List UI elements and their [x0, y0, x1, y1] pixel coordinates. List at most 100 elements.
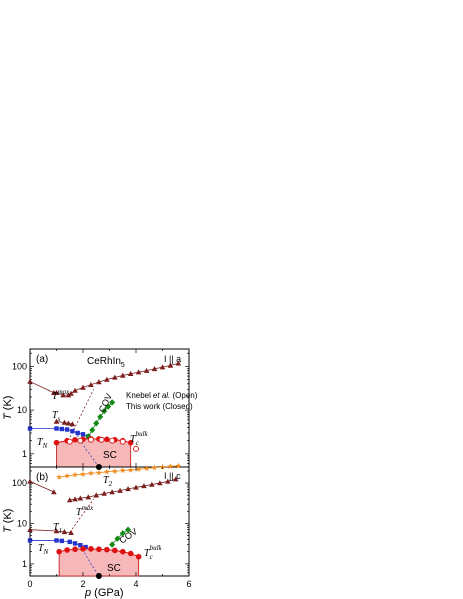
point-tmax-a	[135, 369, 142, 375]
panel-a-tc-label: Tbulk c	[130, 430, 149, 447]
point-tmax-a	[80, 384, 86, 390]
point-tmax-b	[93, 492, 100, 498]
panel-b: 1 10 100 0 2 4 6 (b) I || c T2 Tmax T1 TN Tbul…	[12, 462, 192, 589]
point-tc-b	[127, 550, 134, 557]
point-tn-a	[54, 426, 59, 431]
point-tmax_low-a	[51, 389, 57, 395]
point-tmax-a	[119, 372, 126, 378]
point-t2-b	[64, 472, 71, 479]
point-t1-b	[68, 529, 74, 535]
point-tmax-a	[88, 381, 94, 388]
panel-a-compound: CeRhIn5	[87, 356, 125, 369]
point-tmax-b	[72, 496, 78, 502]
point-t2-b	[79, 471, 87, 477]
point-cov-a	[97, 413, 104, 421]
y-tick-label-a: 10	[17, 405, 27, 415]
panel-b-plot-area: 1 10 100 0 2 4 6	[12, 462, 192, 589]
point-t2-b	[72, 471, 79, 478]
point-cov-a	[105, 403, 112, 410]
panel-b-tn-label: TN	[38, 543, 49, 556]
panel-a-label: (a)	[36, 354, 48, 365]
point-tmax-b	[101, 490, 107, 496]
point-tmax_low-a	[27, 378, 33, 384]
point-tc_open-a	[109, 437, 116, 444]
panel-a-ts-label: Ts	[52, 410, 61, 423]
point-tmax-b	[125, 486, 131, 492]
panel-a-legend-line1: Knebel et al. (Open)	[126, 391, 198, 400]
y-tick-label-b: 1	[22, 559, 27, 569]
x-tick-label: 4	[133, 579, 138, 589]
point-tc_open-a	[66, 438, 73, 445]
y-tick-label-b: 10	[17, 518, 27, 528]
point-t2-b	[87, 470, 94, 476]
point-t2-b	[111, 468, 118, 474]
point-tc-b	[56, 548, 62, 555]
point-tc_open-a	[77, 437, 84, 444]
point-tn-a	[64, 427, 70, 432]
point-ts-a	[69, 421, 76, 427]
point-tc_open-a	[119, 438, 126, 445]
point-tmax-a	[68, 390, 74, 396]
point-tmax-a	[96, 379, 102, 385]
panel-a: 1 10 100 (a) CeRhIn5 I || a Knebel et al. (…	[12, 348, 198, 470]
point-tc-b	[80, 546, 86, 552]
point-t1-b	[61, 529, 68, 535]
point-t2-b	[127, 466, 134, 473]
point-tc-a	[104, 436, 110, 443]
point-t2-b	[56, 473, 63, 480]
point-t2-b	[119, 467, 126, 474]
point-tc-b	[119, 548, 126, 555]
point-tmax-a	[60, 392, 66, 398]
x-tick-label: 0	[27, 579, 32, 589]
point-tn-a	[80, 432, 86, 437]
point-tn-b	[83, 544, 88, 550]
point-cov-a	[109, 399, 116, 406]
point-t2-b	[175, 462, 182, 469]
point-tmax-a	[151, 366, 158, 372]
series-line-ts-a	[56, 421, 73, 425]
point-t2-b	[103, 468, 110, 475]
point-tn-b	[78, 542, 83, 548]
x-tick-label: 6	[186, 579, 191, 589]
point-cov-b	[114, 535, 121, 542]
point-t2-b	[95, 469, 102, 476]
point-tmax-a	[159, 364, 166, 370]
point-t1-b	[53, 528, 60, 534]
x-axis-title: p (GPa)	[84, 587, 124, 599]
panel-b-tc-label: Tbulk c	[144, 544, 163, 561]
panel-a-legend-line2: This work (Closed)	[126, 402, 193, 411]
point-t2-b	[159, 463, 166, 470]
panel-a-plot-area: 1 10 100	[12, 349, 190, 470]
panel-a-tn-label: TN	[37, 437, 48, 450]
point-tmax_low-b	[51, 489, 57, 495]
point-tn-b	[27, 538, 33, 543]
point-tc-a	[72, 436, 78, 443]
point-cov-b	[125, 526, 132, 533]
point-tmax-a	[65, 392, 72, 398]
point-tc-a	[53, 439, 60, 446]
point-tmax_low-b	[27, 478, 33, 484]
qcp-point-b	[95, 573, 102, 579]
point-tmax-b	[141, 483, 147, 489]
point-tmax-b	[133, 484, 139, 490]
guide-line-b-1	[80, 545, 100, 577]
point-cov-b	[109, 541, 116, 548]
y-tick-label-a: 1	[22, 449, 27, 459]
point-tc_open-a	[87, 436, 94, 443]
point-cov-a	[101, 407, 108, 415]
panel-b-orientation: I || c	[164, 471, 181, 481]
panel-a-sc-label: SC	[103, 450, 117, 461]
panel-a-orientation: I || a	[164, 354, 181, 364]
panel-b-label: (b)	[36, 472, 48, 483]
point-tc-b	[88, 546, 94, 552]
guide-line-b-0	[69, 498, 94, 533]
point-tmax-a	[143, 367, 150, 373]
point-ts-a	[53, 418, 60, 424]
point-t2-b	[167, 463, 174, 470]
series-line-t1-b	[29, 529, 72, 534]
point-tn-a	[75, 430, 80, 436]
point-tn-b	[54, 538, 59, 543]
point-tmax-a	[167, 362, 174, 368]
point-cov-a	[89, 426, 96, 434]
